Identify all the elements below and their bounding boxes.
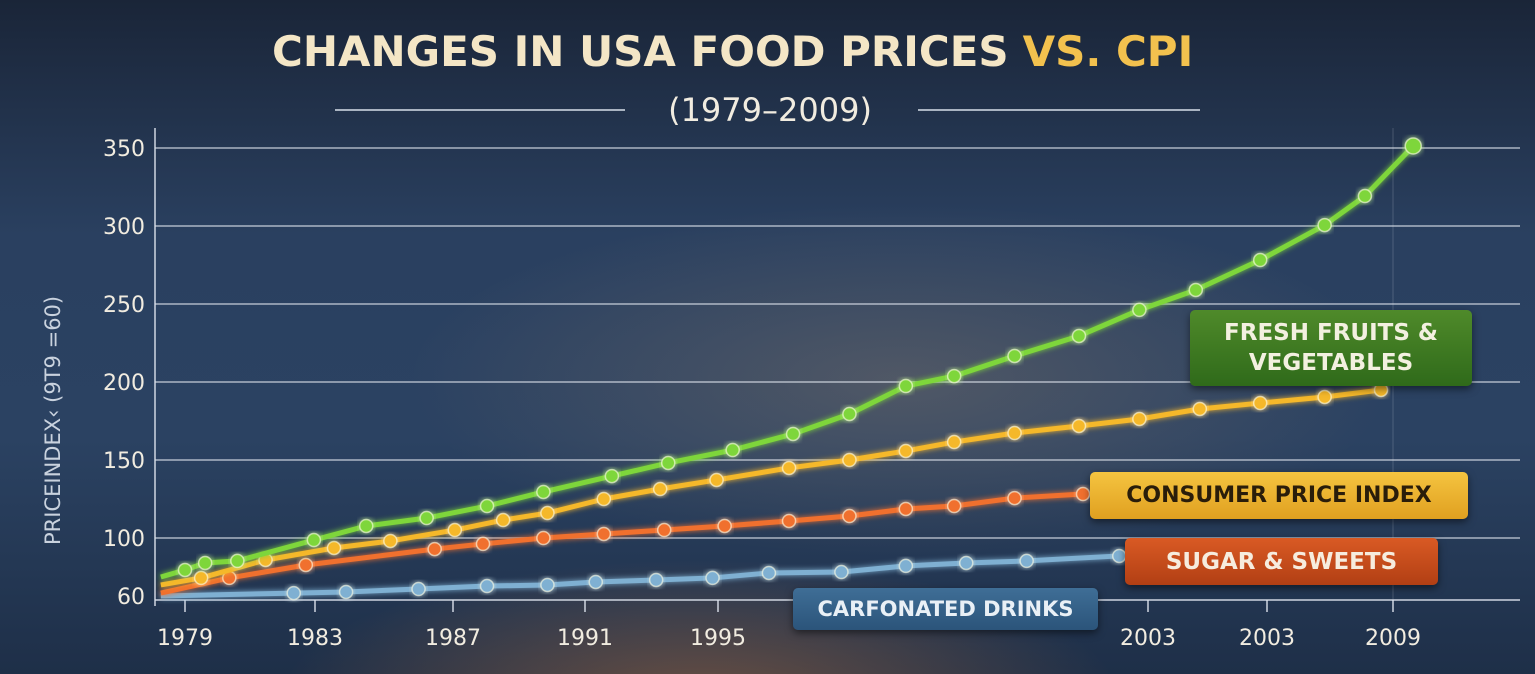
data-point-fresh-fruits-vegetables bbox=[479, 498, 495, 514]
x-tick-label: 2003 bbox=[1239, 626, 1295, 651]
data-point-consumer-price-index bbox=[383, 533, 398, 549]
data-point-fresh-fruits-vegetables bbox=[536, 484, 551, 500]
data-point-sugar-sweets bbox=[717, 518, 732, 534]
data-point-consumer-price-index bbox=[652, 481, 668, 497]
data-point-fresh-fruits-vegetables bbox=[177, 562, 193, 578]
y-tick-label: 350 bbox=[103, 137, 145, 162]
y-axis-label: PRICEINDEX‹ (9T9 =60) bbox=[41, 296, 65, 545]
data-point-fresh-fruits-vegetables bbox=[785, 426, 801, 442]
data-point-fresh-fruits-vegetables bbox=[842, 406, 857, 422]
y-tick-label: 250 bbox=[103, 293, 145, 318]
x-tick-label: 1987 bbox=[425, 626, 481, 651]
data-point-carfonated-drinks bbox=[588, 574, 604, 590]
data-point-carfonated-drinks bbox=[834, 564, 849, 580]
data-point-fresh-fruits-vegetables bbox=[1317, 217, 1332, 233]
y-tick-label: 300 bbox=[103, 215, 145, 240]
data-point-sugar-sweets bbox=[656, 522, 672, 538]
series-line-fresh-fruits-vegetables bbox=[160, 144, 1416, 580]
chart-title: CHANGES IN USA FOOD PRICES VS. CPI bbox=[272, 27, 1193, 76]
data-point-fresh-fruits-vegetables bbox=[1252, 252, 1268, 268]
data-point-sugar-sweets bbox=[596, 526, 612, 542]
data-point-fresh-fruits-vegetables bbox=[1404, 137, 1422, 155]
x-tick-label: 1983 bbox=[287, 626, 343, 651]
data-point-consumer-price-index bbox=[1317, 389, 1332, 405]
data-point-carfonated-drinks bbox=[540, 577, 555, 593]
data-point-fresh-fruits-vegetables bbox=[660, 455, 676, 471]
x-tick-label: 2009 bbox=[1365, 626, 1421, 651]
data-point-sugar-sweets bbox=[298, 557, 314, 573]
legend-label-cpi: CONSUMER PRICE INDEX bbox=[1090, 472, 1468, 519]
data-point-sugar-sweets bbox=[475, 536, 491, 552]
data-point-carfonated-drinks bbox=[1112, 548, 1127, 564]
data-point-consumer-price-index bbox=[1252, 395, 1268, 411]
data-point-consumer-price-index bbox=[326, 540, 342, 556]
data-point-consumer-price-index bbox=[495, 512, 511, 528]
data-point-fresh-fruits-vegetables bbox=[898, 378, 914, 394]
data-point-consumer-price-index bbox=[1132, 411, 1147, 427]
data-point-fresh-fruits-vegetables bbox=[230, 553, 245, 569]
data-point-carfonated-drinks bbox=[1019, 553, 1034, 569]
x-tick-label: 1991 bbox=[557, 626, 613, 651]
y-tick-label: 100 bbox=[103, 527, 145, 552]
data-point-fresh-fruits-vegetables bbox=[725, 442, 740, 458]
data-point-carfonated-drinks bbox=[286, 585, 301, 601]
data-point-fresh-fruits-vegetables bbox=[419, 510, 434, 526]
x-tick-label: 2003 bbox=[1120, 626, 1176, 651]
x-tick-label: 1979 bbox=[157, 626, 213, 651]
data-point-sugar-sweets bbox=[781, 513, 797, 529]
data-point-carfonated-drinks bbox=[479, 578, 495, 594]
data-point-fresh-fruits-vegetables bbox=[604, 468, 620, 484]
data-point-consumer-price-index bbox=[596, 491, 612, 507]
data-point-consumer-price-index bbox=[540, 505, 555, 521]
data-point-consumer-price-index bbox=[898, 443, 914, 459]
y-tick-label: 60 bbox=[117, 585, 145, 610]
data-point-carfonated-drinks bbox=[898, 558, 914, 574]
data-point-carfonated-drinks bbox=[338, 584, 354, 600]
y-tick-label: 200 bbox=[103, 371, 145, 396]
data-point-fresh-fruits-vegetables bbox=[1071, 328, 1087, 344]
data-point-fresh-fruits-vegetables bbox=[1132, 302, 1147, 318]
data-point-consumer-price-index bbox=[709, 472, 724, 488]
data-point-consumer-price-index bbox=[1071, 418, 1087, 434]
legend-label-sugar-sweets: SUGAR & SWEETS bbox=[1125, 538, 1438, 585]
data-point-sugar-sweets bbox=[946, 498, 962, 514]
data-point-sugar-sweets bbox=[842, 508, 857, 524]
data-point-carfonated-drinks bbox=[761, 565, 777, 581]
data-point-sugar-sweets bbox=[1007, 490, 1022, 506]
data-point-consumer-price-index bbox=[946, 434, 962, 450]
data-point-carfonated-drinks bbox=[648, 572, 664, 588]
data-point-sugar-sweets bbox=[898, 501, 914, 517]
data-point-sugar-sweets bbox=[536, 530, 551, 546]
data-point-carfonated-drinks bbox=[958, 555, 974, 571]
data-point-consumer-price-index bbox=[1192, 401, 1208, 417]
legend-label-carbonated-drinks: CARFONATED DRINKS bbox=[793, 588, 1098, 630]
data-point-consumer-price-index bbox=[781, 460, 797, 476]
data-point-fresh-fruits-vegetables bbox=[358, 518, 374, 534]
data-point-consumer-price-index bbox=[447, 522, 463, 538]
legend-label-fresh-fruits-vegetables: FRESH FRUITS & VEGETABLES bbox=[1190, 310, 1472, 386]
data-point-fresh-fruits-vegetables bbox=[197, 555, 213, 571]
x-tick-label: 1995 bbox=[690, 626, 746, 651]
data-point-sugar-sweets bbox=[1075, 486, 1091, 502]
data-point-consumer-price-index bbox=[1007, 425, 1022, 441]
data-point-consumer-price-index bbox=[193, 570, 209, 586]
data-point-fresh-fruits-vegetables bbox=[306, 532, 322, 548]
data-point-fresh-fruits-vegetables bbox=[946, 368, 962, 384]
data-point-consumer-price-index bbox=[842, 452, 857, 468]
data-point-fresh-fruits-vegetables bbox=[1007, 348, 1022, 364]
series-line-consumer-price-index bbox=[160, 387, 1382, 588]
data-point-carfonated-drinks bbox=[705, 570, 720, 586]
data-point-fresh-fruits-vegetables bbox=[1357, 188, 1373, 204]
data-point-carfonated-drinks bbox=[411, 581, 426, 597]
y-tick-label: 150 bbox=[103, 449, 145, 474]
chart-subtitle: (1979–2009) bbox=[668, 91, 872, 129]
data-point-sugar-sweets bbox=[427, 541, 442, 557]
data-point-fresh-fruits-vegetables bbox=[1188, 282, 1204, 298]
